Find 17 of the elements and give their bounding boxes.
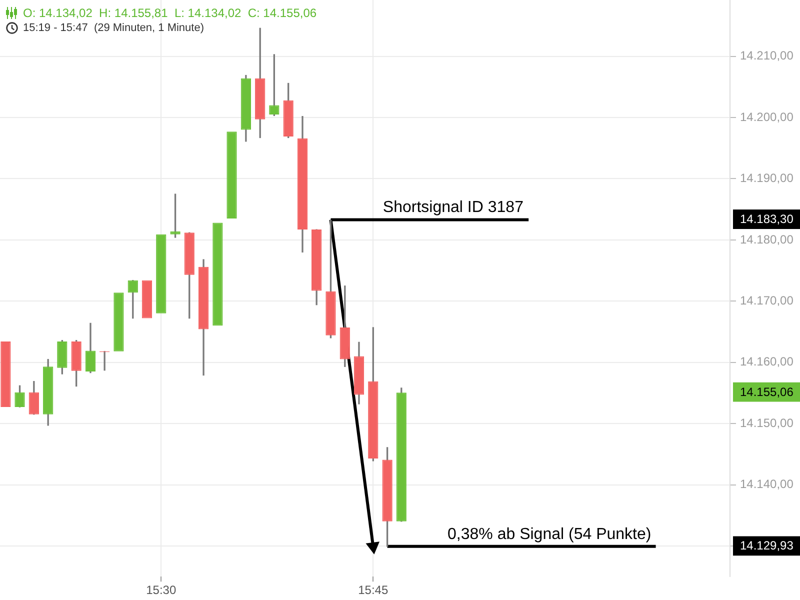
y-tick-label: 14.210,00 bbox=[740, 48, 794, 63]
y-tick-label: 14.150,00 bbox=[740, 416, 794, 430]
y-tick-label: 14.180,00 bbox=[740, 232, 794, 246]
text: 15:19 - 15:47 (29 Minuten, 1 Minute) bbox=[23, 22, 204, 34]
y2-tick-label: 14.183,30 bbox=[740, 212, 794, 226]
y-tick-label: 14.190,00 bbox=[740, 171, 794, 186]
x-tick-label: 15:45 bbox=[358, 583, 388, 598]
y-tick-label: 14.170,00 bbox=[740, 293, 794, 308]
y2-tick-label: 14.129,93 bbox=[740, 538, 794, 553]
y-tick-label: 14.200,00 bbox=[740, 110, 794, 124]
y-tick-label: 14.160,00 bbox=[740, 354, 794, 369]
annotation: 0,38% ab Signal (54 Punkte) bbox=[448, 526, 652, 543]
y-tick-label: 14.140,00 bbox=[740, 477, 794, 492]
x-tick-label: 15:30 bbox=[146, 583, 176, 598]
annotation: Shortsignal ID 3187 bbox=[382, 199, 524, 216]
y2-tick-label: 14.155,06 bbox=[740, 384, 794, 399]
text: O: 14.134,02 H: 14.155,81 L: 14.134,02 C: 14.155,06 bbox=[23, 6, 317, 20]
